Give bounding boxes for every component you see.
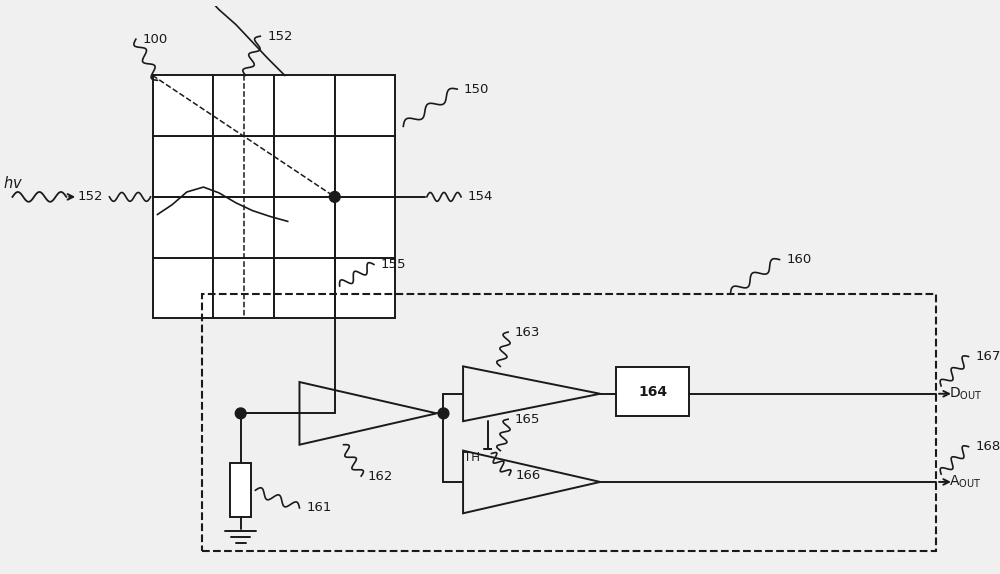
Bar [274, 136, 335, 197]
Text: 161: 161 [306, 502, 332, 514]
Bar [213, 197, 274, 258]
Text: 152: 152 [77, 191, 103, 203]
Bar [213, 75, 274, 136]
Text: 162: 162 [368, 470, 393, 483]
Bar [335, 258, 395, 319]
Text: 160: 160 [786, 253, 812, 266]
Bar [153, 136, 213, 197]
Bar [335, 75, 395, 136]
Bar [274, 75, 335, 136]
Text: 165: 165 [515, 413, 540, 426]
Circle shape [235, 408, 246, 419]
Text: 164: 164 [638, 385, 667, 399]
Bar [335, 136, 395, 197]
Bar [213, 258, 274, 319]
Text: 163: 163 [515, 325, 540, 339]
Bar [153, 258, 213, 319]
Bar [335, 197, 395, 258]
Circle shape [329, 192, 340, 202]
Text: 152: 152 [267, 30, 293, 42]
Text: A$_{\rm OUT}$: A$_{\rm OUT}$ [949, 474, 981, 490]
Bar [230, 463, 251, 517]
Bar [202, 294, 936, 550]
Bar [153, 75, 213, 136]
Text: TH: TH [464, 451, 480, 464]
Text: 100: 100 [143, 33, 168, 46]
Bar [274, 258, 335, 319]
Text: D$_{\rm OUT}$: D$_{\rm OUT}$ [949, 386, 982, 402]
Text: 167: 167 [975, 350, 1000, 363]
Text: $hv$: $hv$ [3, 175, 23, 191]
Text: 150: 150 [464, 83, 489, 96]
Circle shape [438, 408, 449, 419]
Text: 154: 154 [468, 191, 493, 203]
Bar [153, 197, 213, 258]
Text: 166: 166 [516, 468, 541, 482]
Bar [274, 197, 335, 258]
Bar [213, 136, 274, 197]
Text: 168: 168 [975, 440, 1000, 453]
Bar [616, 367, 689, 416]
Text: 155: 155 [381, 258, 406, 271]
